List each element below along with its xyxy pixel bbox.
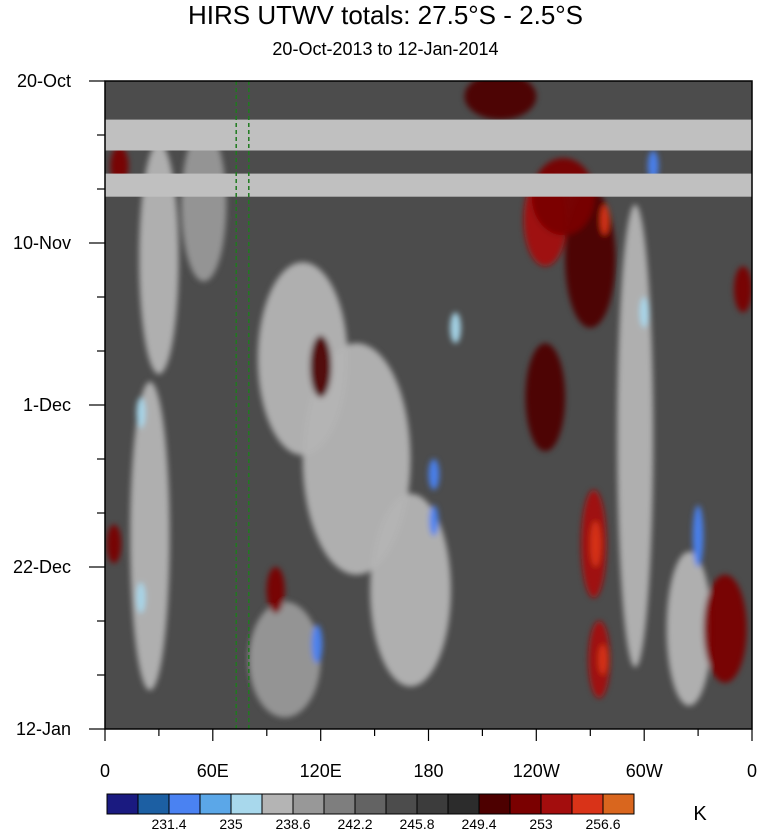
colorbar-label: 231.4 bbox=[151, 816, 186, 830]
colorbar-swatch bbox=[106, 793, 139, 815]
field-feature bbox=[429, 505, 439, 537]
field-feature bbox=[309, 335, 332, 398]
field-feature bbox=[734, 266, 752, 313]
x-tick-label: 0 bbox=[747, 761, 757, 781]
missing-data-band bbox=[105, 119, 752, 151]
colorbar-swatch bbox=[137, 793, 170, 815]
field-feature bbox=[181, 127, 227, 282]
missing-data-band bbox=[105, 173, 752, 197]
x-tick-label: 120W bbox=[513, 761, 560, 781]
y-tick-label: 22-Dec bbox=[13, 557, 71, 577]
field-feature bbox=[600, 204, 610, 236]
field-feature bbox=[136, 397, 146, 429]
field-feature bbox=[525, 343, 566, 452]
colorbar: 231.4 235 238.6 242.2 245.8 249.4 253 256.6 bbox=[106, 793, 635, 830]
field-features bbox=[106, 81, 752, 718]
field-feature bbox=[590, 520, 601, 568]
field-feature bbox=[617, 204, 654, 668]
field-feature bbox=[428, 459, 440, 490]
colorbar-swatch bbox=[199, 793, 232, 815]
colorbar-label: 249.4 bbox=[461, 816, 496, 830]
colorbar-swatch bbox=[571, 793, 604, 815]
field-feature bbox=[639, 297, 649, 328]
colorbar-swatch bbox=[540, 793, 573, 815]
colorbar-label: 256.6 bbox=[585, 816, 620, 830]
x-tick-label: 0 bbox=[100, 761, 110, 781]
colorbar-swatch bbox=[602, 793, 635, 815]
colorbar-label: 242.2 bbox=[337, 816, 372, 830]
field-feature bbox=[703, 574, 747, 683]
colorbar-swatch bbox=[261, 793, 294, 815]
field-feature bbox=[302, 343, 411, 575]
chart-title: HIRS UTWV totals: 27.5°S - 2.5°S bbox=[187, 0, 584, 30]
y-tick-label: 20-Oct bbox=[17, 71, 71, 91]
field-feature bbox=[130, 381, 170, 691]
x-tick-label: 180 bbox=[413, 761, 443, 781]
field-feature bbox=[464, 81, 537, 120]
field-feature bbox=[106, 524, 122, 564]
y-tick-label: 10-Nov bbox=[13, 233, 71, 253]
colorbar-swatch bbox=[509, 793, 542, 815]
y-tick-label: 1-Dec bbox=[23, 395, 71, 415]
colorbar-label: 235 bbox=[219, 816, 243, 830]
colorbar-swatch bbox=[416, 793, 449, 815]
colorbar-swatch bbox=[168, 793, 201, 815]
colorbar-swatch bbox=[292, 793, 325, 815]
chart-subtitle: 20-Oct-2013 to 12-Jan-2014 bbox=[272, 39, 499, 59]
heatmap-field bbox=[105, 81, 752, 729]
field-feature bbox=[266, 567, 285, 614]
x-tick-label: 60W bbox=[626, 761, 663, 781]
colorbar-swatch bbox=[323, 793, 356, 815]
field-feature bbox=[311, 624, 323, 664]
x-tick-label: 120E bbox=[300, 761, 342, 781]
field-feature bbox=[666, 551, 712, 706]
colorbar-label: 245.8 bbox=[399, 816, 434, 830]
colorbar-unit-label: K bbox=[693, 803, 707, 825]
field-feature bbox=[248, 601, 321, 718]
colorbar-swatch bbox=[478, 793, 511, 815]
y-tick-label: 12-Jan bbox=[16, 719, 71, 739]
field-feature bbox=[692, 505, 704, 567]
colorbar-swatch bbox=[230, 793, 263, 815]
field-feature bbox=[136, 582, 146, 614]
field-feature bbox=[598, 644, 608, 675]
colorbar-swatch bbox=[354, 793, 387, 815]
colorbar-label: 238.6 bbox=[275, 816, 310, 830]
colorbar-label: 253 bbox=[529, 816, 553, 830]
field-feature bbox=[139, 142, 179, 375]
axes: 0 60E 120E 180 120W 60W 0 20-Oct 10-Nov 1-Dec 22-D… bbox=[13, 71, 757, 781]
x-tick-label: 60E bbox=[197, 761, 229, 781]
colorbar-swatch bbox=[447, 793, 480, 815]
colorbar-swatch bbox=[385, 793, 418, 815]
overlay-layer bbox=[105, 81, 752, 729]
field-feature bbox=[450, 312, 461, 344]
field-feature bbox=[370, 493, 451, 687]
